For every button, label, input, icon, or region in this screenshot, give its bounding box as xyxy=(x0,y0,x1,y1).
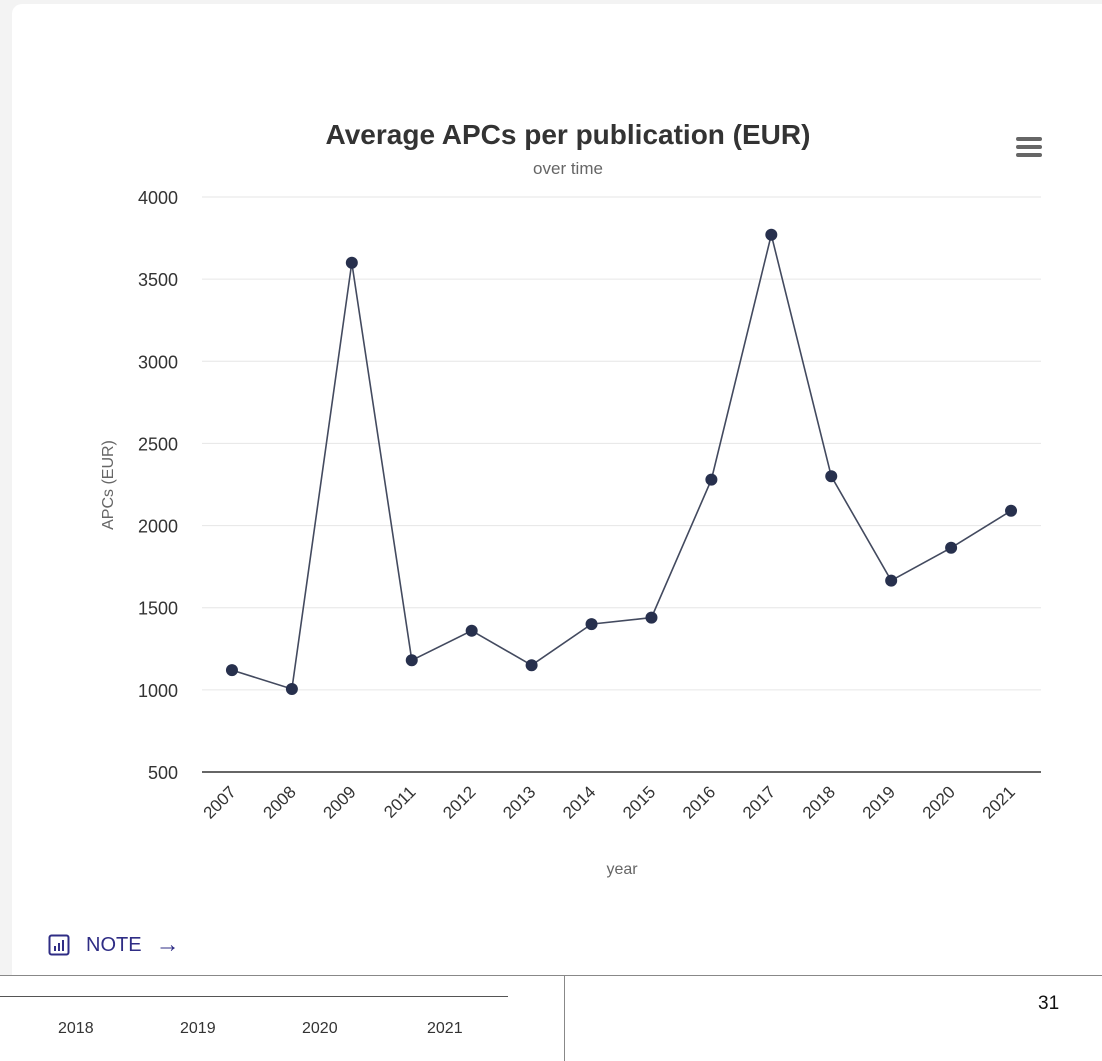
chart-menu-button[interactable] xyxy=(1014,135,1044,161)
hamburger-icon-bar xyxy=(1016,145,1042,149)
data-point[interactable] xyxy=(405,654,418,667)
column-divider xyxy=(564,975,565,1061)
data-point[interactable] xyxy=(285,683,298,696)
hamburger-icon-bar xyxy=(1016,153,1042,157)
data-point[interactable] xyxy=(705,473,718,486)
x-tick-labels: 2007 2008 2009 2011 2012 2013 2014 2015 2016 2017… xyxy=(200,782,1019,822)
x-tick-label: 2008 xyxy=(260,782,300,822)
x-tick-label: 2009 xyxy=(319,782,359,822)
note-link[interactable]: NOTE → xyxy=(48,930,180,960)
y-tick-label: 4000 xyxy=(138,188,178,208)
x-tick-label: 2007 xyxy=(200,782,240,822)
x-tick-label: 2019 xyxy=(859,782,899,822)
y-tick-label: 2500 xyxy=(138,434,178,454)
x-tick-label: 2017 xyxy=(739,782,779,822)
note-label: NOTE xyxy=(86,933,142,956)
table-header-year: 2019 xyxy=(180,1020,216,1037)
chart-subtitle: over time xyxy=(533,159,603,178)
data-point[interactable] xyxy=(465,624,478,637)
table-header-year: 2021 xyxy=(427,1020,463,1037)
chart-panel: 500 1000 1500 2000 2500 3000 3500 4000 2007 2008… xyxy=(0,0,1102,975)
x-tick-label: 2016 xyxy=(679,782,719,822)
x-tick-label: 2018 xyxy=(799,782,839,822)
data-point[interactable] xyxy=(525,659,538,672)
chart-title: Average APCs per publication (EUR) xyxy=(326,119,811,150)
data-point[interactable] xyxy=(765,228,778,241)
y-tick-label: 1000 xyxy=(138,681,178,701)
table-divider xyxy=(0,996,508,997)
page-number: 31 xyxy=(1038,993,1060,1014)
y-tick-label: 3000 xyxy=(138,352,178,372)
data-point[interactable] xyxy=(585,618,598,631)
data-point[interactable] xyxy=(345,256,358,269)
y-tick-label: 500 xyxy=(148,763,178,783)
y-tick-label: 2000 xyxy=(138,517,178,537)
data-point[interactable] xyxy=(1005,504,1018,517)
chart-card: 500 1000 1500 2000 2500 3000 3500 4000 2007 2008… xyxy=(12,4,1102,975)
y-tick-label: 3500 xyxy=(138,270,178,290)
y-tick-labels: 500 1000 1500 2000 2500 3000 3500 4000 xyxy=(138,188,178,783)
data-point[interactable] xyxy=(885,574,898,587)
x-tick-label: 2011 xyxy=(380,782,419,821)
table-header-year: 2020 xyxy=(302,1020,338,1037)
x-tick-label: 2021 xyxy=(979,782,1019,822)
y-tick-label: 1500 xyxy=(138,599,178,619)
data-point[interactable] xyxy=(225,664,238,677)
table-header-year: 2018 xyxy=(58,1020,94,1037)
series-line-path xyxy=(231,234,1012,691)
x-tick-label: 2014 xyxy=(559,782,599,822)
arrow-right-icon: → xyxy=(155,931,180,958)
data-point[interactable] xyxy=(945,541,958,554)
x-tick-label: 2020 xyxy=(919,782,959,822)
x-axis-title: year xyxy=(606,861,638,878)
grid-lines xyxy=(202,196,1041,773)
hamburger-icon-bar xyxy=(1016,137,1042,141)
data-point[interactable] xyxy=(825,470,838,483)
divider xyxy=(0,975,1102,976)
x-tick-label: 2012 xyxy=(439,782,479,822)
line-chart: 500 1000 1500 2000 2500 3000 3500 4000 2007 2008… xyxy=(100,119,1041,878)
x-tick-label: 2013 xyxy=(499,782,539,822)
data-point[interactable] xyxy=(645,611,658,624)
y-axis-title: APCs (EUR) xyxy=(100,440,117,530)
x-tick-label: 2015 xyxy=(619,782,659,822)
chart-icon xyxy=(48,934,70,956)
series-line xyxy=(231,234,1012,691)
data-markers xyxy=(225,228,1018,696)
